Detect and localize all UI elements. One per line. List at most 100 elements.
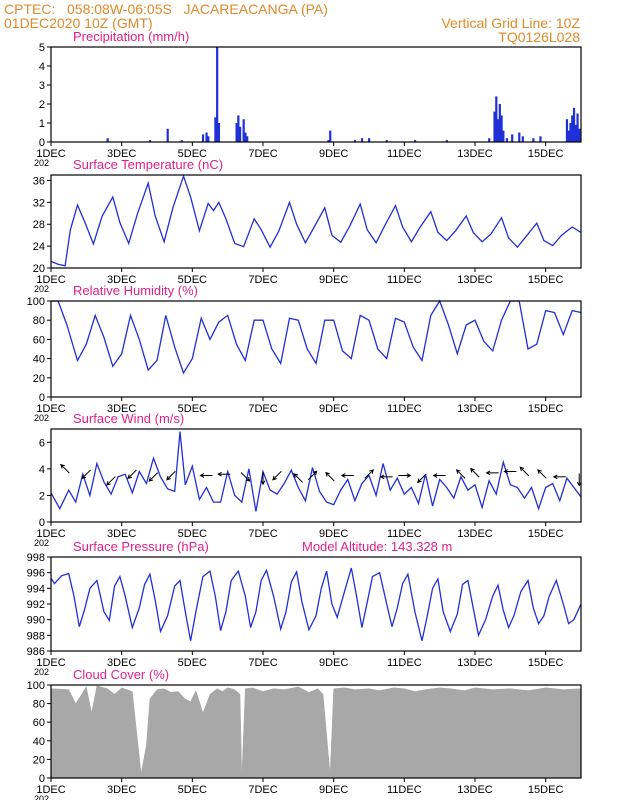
y-tick-label: 20	[33, 373, 45, 385]
precip-bar	[148, 140, 152, 142]
precip-bar	[353, 140, 357, 142]
y-tick-label: 988	[27, 630, 45, 642]
x-tick-label: 3DEC	[107, 528, 136, 540]
wind-arrow	[148, 472, 159, 482]
x-tick-label: 1DEC	[36, 148, 65, 160]
wind-arrow	[240, 472, 251, 482]
x-tick-label: 15DEC	[528, 657, 564, 669]
wind-arrow	[417, 473, 427, 484]
panel-frame	[50, 556, 582, 652]
x-tick-label: 7DEC	[248, 148, 277, 160]
x-tick-label: 13DEC	[457, 657, 493, 669]
y-tick-label: 80	[33, 699, 45, 711]
y-tick-label: 40	[33, 736, 45, 748]
precip-bar	[521, 136, 524, 142]
y-tick-label: 36	[33, 175, 45, 187]
panel-1: Precipitation (mm/h) 0 1 2 3 4 5 1DEC 3DEC 5DEC 7D…	[34, 29, 582, 168]
x-tick-label: 15DEC	[528, 528, 564, 540]
precip-bar	[235, 123, 238, 142]
precip-bar	[565, 119, 569, 142]
wind-arrow	[272, 470, 282, 481]
x-tick-label: 11DEC	[387, 274, 422, 286]
y-tick-label: 28	[33, 219, 45, 231]
series-line	[51, 299, 582, 375]
series-line	[50, 174, 582, 267]
precip-bar	[505, 138, 508, 142]
x-tick-label: 11DEC	[387, 528, 422, 540]
panel-title: Precipitation (mm/h)	[73, 29, 189, 44]
wind-arrow	[455, 469, 466, 479]
year-hint: 202	[34, 158, 49, 168]
wind-arrow	[166, 470, 176, 481]
x-tick-label: 1DEC	[36, 403, 65, 415]
y-tick-label: 998	[27, 552, 45, 564]
y-tick-label: 990	[27, 615, 45, 627]
x-tick-label: 11DEC	[387, 403, 422, 415]
y-tick-label: 996	[27, 568, 45, 580]
y-tick-label: 6	[39, 437, 45, 449]
precip-bar	[217, 123, 221, 142]
station-title: CPTEC: 058:08W-06:05S JACAREACANGA (PA)	[4, 1, 328, 17]
y-tick-label: 40	[33, 354, 45, 366]
x-tick-label: 3DEC	[107, 657, 136, 669]
y-tick-label: 1	[39, 118, 45, 130]
x-tick-label: 13DEC	[457, 148, 493, 160]
wind-arrow	[379, 474, 393, 480]
precip-bar	[368, 138, 371, 142]
y-tick-label: 4	[39, 61, 45, 73]
precip-bar	[445, 140, 448, 142]
wind-arrow	[503, 469, 517, 474]
panel-frame	[50, 46, 582, 143]
x-tick-label: 3DEC	[107, 274, 136, 286]
y-tick-label: 20	[33, 754, 45, 766]
year-hint: 202	[34, 538, 49, 548]
x-tick-label: 1DEC	[36, 528, 65, 540]
wind-arrow	[307, 470, 318, 481]
cloud-area	[50, 685, 582, 779]
x-tick-label: 7DEC	[248, 657, 277, 669]
panel-6: Cloud Cover (%) 0 20 40 60 80 100 1DEC 3DEC 5DEC 7…	[27, 667, 582, 800]
wind-arrow	[260, 472, 266, 486]
wind-arrow	[432, 473, 446, 478]
wind-arrow	[325, 471, 335, 482]
x-tick-label: 5DEC	[178, 657, 207, 669]
x-tick-label: 11DEC	[387, 657, 422, 669]
panel-5: Surface Pressure (hPa) 986 988 990 992 994 996…	[27, 539, 582, 677]
y-tick-label: 5	[39, 42, 45, 54]
x-tick-label: 3DEC	[107, 148, 136, 160]
wind-arrow	[293, 473, 303, 483]
x-tick-label: 9DEC	[319, 657, 348, 669]
x-tick-label: 3DEC	[107, 784, 136, 796]
x-tick-label: 7DEC	[248, 784, 277, 796]
y-tick-label: 100	[27, 296, 45, 308]
precip-bar	[216, 47, 219, 142]
y-tick-label: 992	[27, 599, 45, 611]
x-tick-label: 5DEC	[178, 784, 207, 796]
y-tick-label: 994	[27, 583, 45, 595]
x-tick-label: 15DEC	[528, 784, 564, 796]
year-hint: 202	[34, 284, 49, 294]
y-tick-label: 32	[33, 197, 45, 209]
wind-arrow	[81, 469, 91, 480]
precip-bar	[571, 115, 574, 142]
x-tick-label: 15DEC	[528, 148, 564, 160]
precip-bar	[214, 117, 217, 142]
x-tick-label: 9DEC	[319, 274, 348, 286]
year-hint: 202	[34, 413, 49, 423]
precip-bar	[385, 140, 388, 142]
precip-bar	[205, 132, 208, 142]
panel-3: Relative Humidity (%) 0 20 40 60 80 100 1DEC 3DE…	[27, 283, 582, 423]
precip-bar	[502, 130, 505, 142]
series-line	[50, 431, 582, 512]
precip-bar	[511, 134, 514, 142]
precip-bar	[329, 130, 332, 142]
x-tick-label: 3DEC	[107, 403, 136, 415]
run-code: TQ0126L028	[498, 29, 580, 45]
wind-arrow	[537, 469, 547, 479]
y-tick-label: 60	[33, 717, 45, 729]
y-tick-label: 20	[33, 263, 45, 275]
wind-arrow	[552, 474, 566, 480]
precip-bar	[498, 104, 501, 142]
precip-bar	[360, 138, 364, 142]
